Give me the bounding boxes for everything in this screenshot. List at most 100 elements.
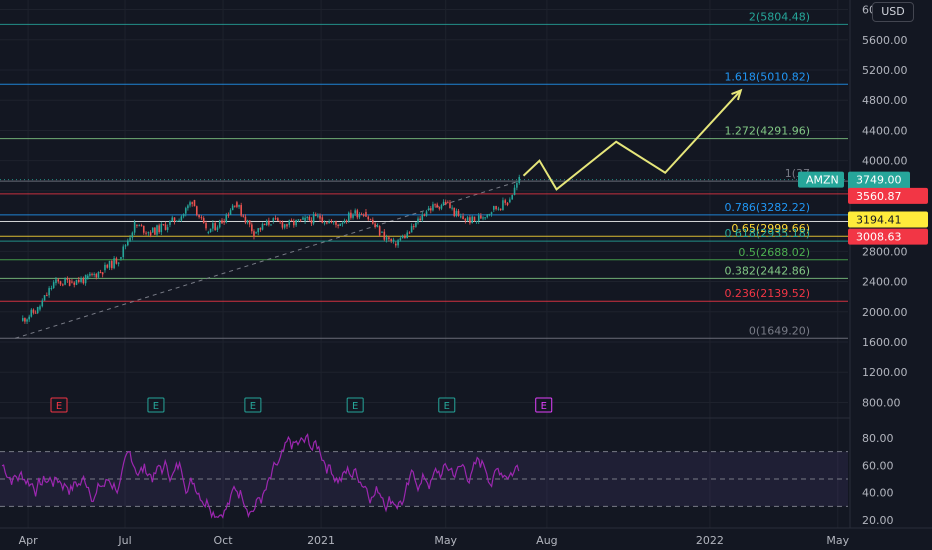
fib-level-label: 0.382(2442.86) <box>724 264 810 277</box>
price-candle-body <box>28 316 30 320</box>
price-candle-body <box>399 238 402 241</box>
price-candle-body <box>24 318 26 322</box>
price-tag-yellow-bg <box>848 211 928 228</box>
price-candle-body <box>406 232 409 239</box>
price-candle-body <box>312 214 315 224</box>
earnings-marker[interactable]: E <box>438 397 456 413</box>
symbol-tag: AMZN <box>798 171 844 188</box>
price-candle-body <box>381 231 383 233</box>
x-tick-label: Oct <box>214 534 234 547</box>
price-candle-body <box>457 210 460 216</box>
price-candle-body <box>225 214 228 223</box>
price-candle-body <box>352 214 354 218</box>
earnings-marker[interactable]: E <box>147 397 165 413</box>
earnings-marker[interactable]: E <box>50 397 68 413</box>
price-candle-body <box>302 217 304 220</box>
price-candle-body <box>277 218 279 221</box>
price-candle-body <box>158 225 160 233</box>
price-candle-body <box>412 226 415 228</box>
price-candle-body <box>151 227 154 233</box>
price-candle-body <box>347 212 350 222</box>
price-candle-body <box>404 235 406 239</box>
rsi-tick-label: 40.00 <box>862 487 894 500</box>
price-candle-body <box>362 214 365 216</box>
price-candle-body <box>397 240 399 246</box>
price-candle-body <box>84 274 87 284</box>
price-candle-body <box>323 222 326 224</box>
price-candle-body <box>367 216 370 220</box>
earnings-marker[interactable]: E <box>244 397 262 413</box>
price-candle-body <box>455 210 458 216</box>
currency-button[interactable]: USD <box>872 2 914 22</box>
price-candle-body <box>154 227 156 235</box>
x-tick-label: 2022 <box>696 534 724 547</box>
price-candle-body <box>77 279 80 282</box>
y-tick-label: 2800.00 <box>862 245 908 258</box>
price-candle-body <box>488 213 491 215</box>
price-candle-body <box>193 199 196 207</box>
x-tick-label: Jul <box>117 534 131 547</box>
price-candle-body <box>447 202 449 204</box>
price-candle-body <box>32 309 35 313</box>
price-candle-body <box>138 225 141 227</box>
price-tag-red-2: 3008.63 <box>848 228 928 245</box>
price-candle-body <box>129 237 131 241</box>
price-candle-body <box>497 208 500 210</box>
projection-line <box>522 89 742 191</box>
price-tag-red-2-bg <box>848 228 928 245</box>
fib-level-label: 0.5(2688.02) <box>738 246 810 259</box>
price-candle-body <box>191 202 193 204</box>
price-candle-body <box>440 205 443 209</box>
earnings-marker[interactable]: E <box>535 397 553 413</box>
price-candle-body <box>212 223 214 229</box>
symbol-tag-text: AMZN <box>806 174 839 187</box>
price-candle-body <box>356 210 359 218</box>
earnings-marker-box <box>438 397 456 413</box>
price-candle-body <box>374 223 376 228</box>
price-candle-body <box>246 220 249 223</box>
price-candle-body <box>365 212 367 217</box>
price-candle-body <box>104 264 106 271</box>
y-tick-label: 5200.00 <box>862 64 908 77</box>
price-candle-body <box>518 176 521 183</box>
price-candle-body <box>178 220 180 222</box>
price-candle-body <box>229 210 232 215</box>
price-candle-body <box>263 223 266 226</box>
price-candle-body <box>306 216 309 218</box>
price-candle-body <box>427 208 430 210</box>
price-candle-body <box>360 214 363 216</box>
price-candle-body <box>184 208 187 214</box>
price-candle-body <box>238 205 240 207</box>
price-candle-body <box>131 232 134 238</box>
price-candle-body <box>261 223 264 230</box>
price-candle-body <box>64 278 66 285</box>
earnings-marker[interactable]: E <box>346 397 364 413</box>
price-candle-body <box>227 214 230 216</box>
price-candle-body <box>504 200 507 203</box>
price-candle-body <box>295 219 297 226</box>
price-candle-body <box>162 224 165 226</box>
price-candle-body <box>286 224 288 227</box>
price-candle-body <box>372 219 374 224</box>
projection-arrowhead <box>731 88 743 101</box>
price-candle-body <box>495 206 497 210</box>
x-tick-label: Aug <box>536 534 557 547</box>
price-candle-body <box>310 220 313 224</box>
price-candle-body <box>253 231 255 237</box>
price-candle-body <box>272 218 275 222</box>
price-candle-body <box>401 235 404 239</box>
price-candle-body <box>415 222 417 227</box>
price-candle-body <box>97 272 100 278</box>
price-candle-body <box>288 220 291 225</box>
price-candle-body <box>82 278 85 284</box>
price-candle-body <box>36 306 39 314</box>
price-candle-body <box>218 220 221 228</box>
price-candle-body <box>236 202 238 207</box>
price-candle-body <box>328 221 330 224</box>
price-candle-body <box>425 211 428 216</box>
price-candle-body <box>66 278 69 281</box>
price-candle-body <box>242 215 245 217</box>
y-tick-label: 5600.00 <box>862 34 908 47</box>
